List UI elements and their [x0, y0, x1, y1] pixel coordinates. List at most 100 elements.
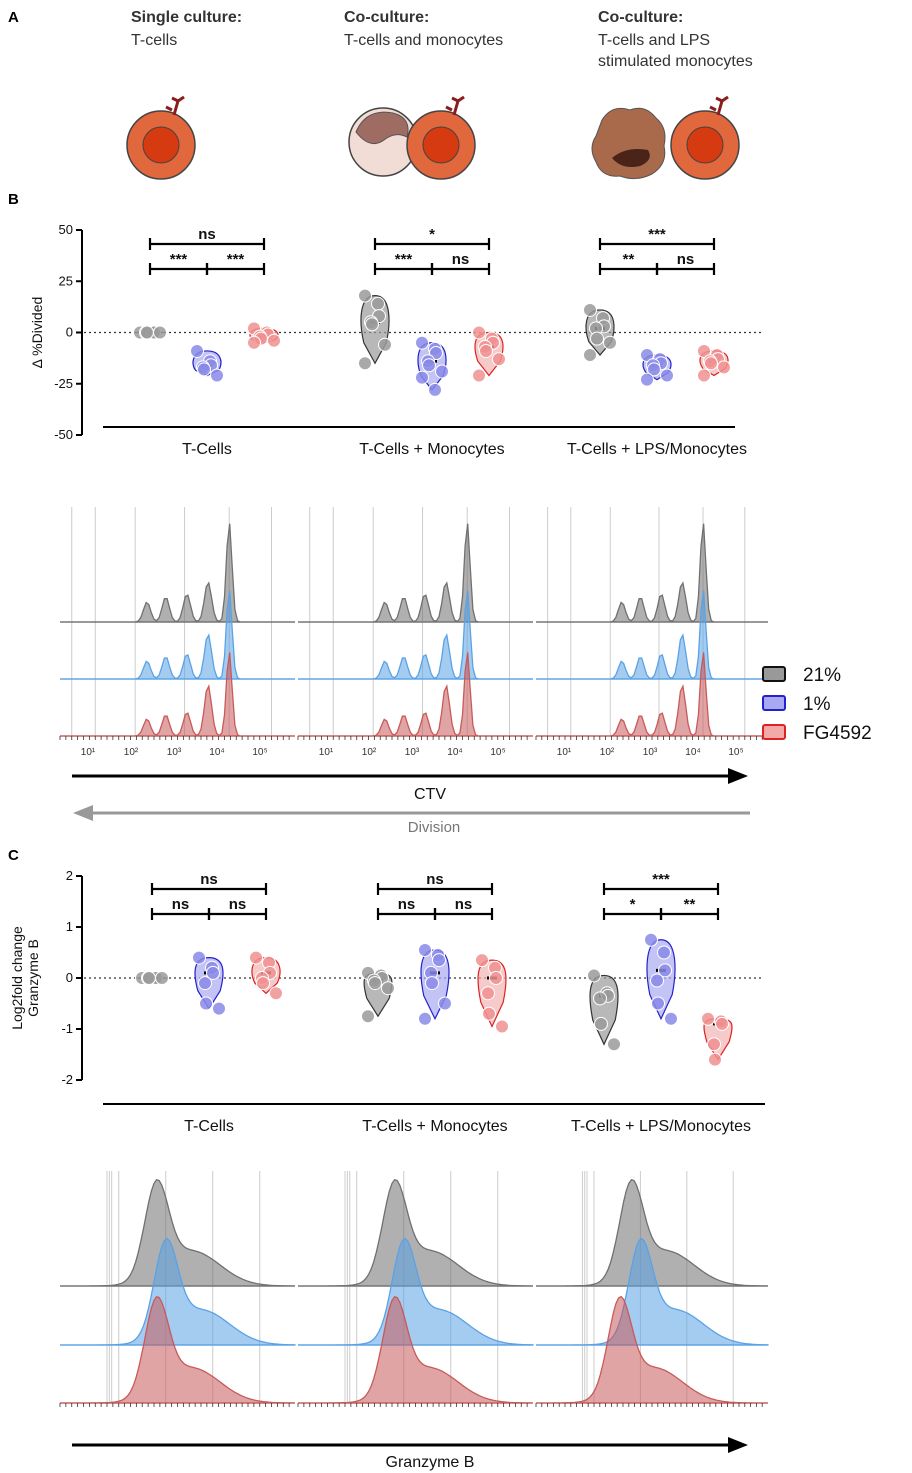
header-co-culture: Co-culture: T-cells and monocytes [344, 9, 503, 49]
data-point [583, 348, 597, 363]
significance-label: *** [652, 871, 670, 888]
data-point [247, 335, 261, 350]
data-point [210, 368, 224, 383]
legend-item-fg4592: FG4592 [762, 723, 872, 744]
legend-label: 21% [803, 665, 841, 686]
group-label: T-Cells + Monocytes [359, 441, 504, 458]
data-point [658, 963, 672, 978]
data-point [415, 370, 429, 385]
y-axis-label: Δ %Divided [29, 297, 45, 369]
data-point [587, 968, 601, 983]
x-tick-label: 10² [124, 747, 139, 758]
significance-label: *** [395, 251, 413, 268]
data-point [697, 368, 711, 383]
x-tick-label: 10⁴ [447, 747, 462, 758]
data-point [358, 356, 372, 371]
data-point [644, 932, 658, 947]
t-cell-illustration [126, 95, 196, 180]
lps-monocyte-illustration [591, 107, 666, 180]
x-tick-label: 10⁴ [685, 747, 700, 758]
data-point [603, 335, 617, 350]
y-tick-label: -2 [61, 1072, 73, 1087]
significance-label: ns [200, 871, 218, 888]
data-point [708, 1052, 722, 1067]
group-label: T-Cells + LPS/Monocytes [571, 1118, 751, 1135]
y-tick-label: 0 [66, 970, 73, 985]
data-point [142, 971, 156, 985]
significance-label: ns [452, 251, 470, 268]
data-point [472, 368, 486, 383]
significance-label: ns [198, 226, 216, 243]
data-point [701, 1011, 715, 1026]
data-point [495, 1019, 509, 1034]
x-tick-label: 10² [600, 747, 615, 758]
legend-swatch [762, 724, 786, 740]
ctv-histograms: 10¹ 10² 10³ 10⁴ 10⁵ 10¹ 10² 10³ 10⁴ 10⁵ 10¹ 10² 10³ 1… [59, 507, 768, 758]
granzyme-label: Granzyme B [386, 1454, 475, 1471]
data-point [664, 1011, 678, 1026]
group-label: T-Cells [184, 1118, 234, 1135]
data-point [190, 343, 204, 358]
x-tick-label: 10⁴ [209, 747, 224, 758]
data-point [415, 335, 429, 350]
group-label: T-Cells + LPS/Monocytes [567, 441, 747, 458]
division-arrow: Division [73, 805, 750, 836]
significance-label: ns [229, 896, 247, 913]
data-point [594, 1016, 608, 1031]
granzyme-arrow: Granzyme B [72, 1437, 748, 1471]
data-point [358, 288, 372, 303]
data-point [707, 1037, 721, 1052]
y-tick-label: -1 [61, 1021, 73, 1036]
y-tick-label: 25 [59, 273, 73, 288]
data-point [432, 953, 446, 968]
data-point [428, 382, 442, 397]
significance-label: ** [623, 251, 635, 268]
panel-letter-a: A [8, 9, 19, 26]
data-point [647, 362, 661, 377]
data-point [590, 331, 604, 346]
significance-label: * [429, 226, 435, 243]
significance-label: ns [426, 871, 444, 888]
data-point [206, 965, 220, 980]
y-tick-label: 0 [66, 325, 73, 340]
x-tick-label: 10¹ [319, 747, 334, 758]
header-title: Co-culture: [344, 9, 429, 26]
group-label: T-Cells [182, 441, 232, 458]
significance-label: ns [398, 896, 416, 913]
data-point [475, 953, 489, 968]
x-tick-label: 10⁵ [728, 747, 743, 758]
panel-letter-b: B [8, 191, 19, 208]
legend-swatch [762, 695, 786, 711]
data-point [361, 1009, 375, 1024]
ctv-arrow: CTV [72, 768, 748, 803]
legend-label: FG4592 [803, 723, 872, 744]
data-point [198, 976, 212, 991]
granzyme-histograms [59, 1171, 769, 1407]
header-co-culture-lps: Co-culture: T-cells and LPS stimulated m… [598, 9, 753, 70]
data-point [418, 942, 432, 957]
violin-21% [589, 974, 619, 1046]
data-point [269, 986, 283, 1001]
y-tick-label: -50 [54, 427, 73, 442]
header-line: T-cells and LPS [598, 32, 710, 49]
significance-label: ns [455, 896, 473, 913]
significance-label: ** [684, 896, 696, 913]
data-point [197, 362, 211, 377]
data-point [368, 976, 382, 991]
data-point [371, 296, 385, 311]
significance-label: *** [648, 226, 666, 243]
significance-label: ns [677, 251, 695, 268]
significance-label: * [630, 896, 636, 913]
data-point [660, 368, 674, 383]
data-point [249, 950, 263, 965]
data-point [607, 1037, 621, 1052]
data-point [267, 333, 281, 348]
data-point [435, 364, 449, 379]
data-point [640, 372, 654, 387]
y-axis-label: Granzyme B [25, 939, 41, 1017]
y-tick-label: 2 [66, 868, 73, 883]
y-tick-label: 50 [59, 222, 73, 237]
y-tick-label: -25 [54, 376, 73, 391]
